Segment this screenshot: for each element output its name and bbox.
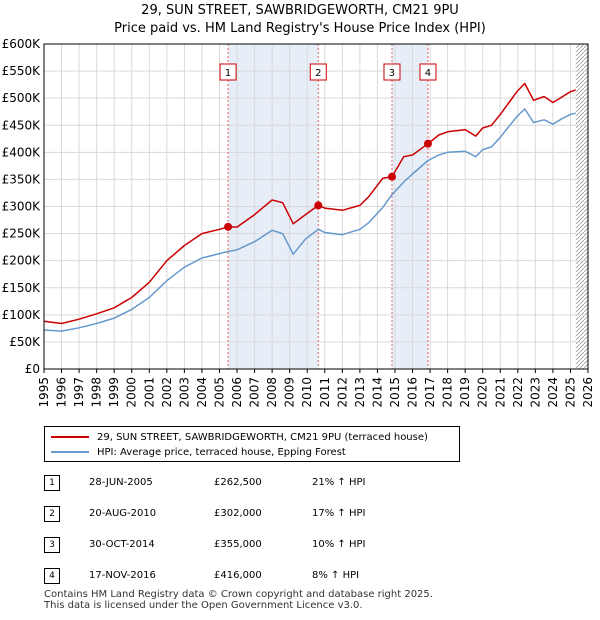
sale-number-badge: 1 <box>44 475 60 491</box>
sale-point <box>314 201 323 210</box>
x-tick-label: 2004 <box>195 377 209 408</box>
y-tick-label: £150K <box>2 281 42 295</box>
sale-date: 28-JUN-2005 <box>89 477 153 488</box>
x-tick-label: 2005 <box>212 377 226 408</box>
sale-point <box>423 139 432 148</box>
chart-title: 29, SUN STREET, SAWBRIDGEWORTH, CM21 9PU… <box>0 2 600 38</box>
y-tick-label: £600K <box>2 37 42 51</box>
x-tick-label: 2019 <box>458 377 472 408</box>
x-tick-label: 2020 <box>476 377 490 408</box>
sale-price: £416,000 <box>214 570 262 581</box>
y-tick-label: £350K <box>2 172 42 186</box>
y-tick-label: £500K <box>2 91 42 105</box>
y-tick-label: £250K <box>2 227 42 241</box>
y-tick-label: £0 <box>25 362 40 376</box>
x-tick-label: 2022 <box>511 377 525 408</box>
sale-number-label: 1 <box>225 68 231 79</box>
sale-number-badge: 3 <box>44 537 60 553</box>
sale-point <box>224 222 233 231</box>
x-tick-label: 1999 <box>107 377 121 408</box>
x-tick-label: 2014 <box>370 377 384 408</box>
sale-number-box <box>419 63 437 81</box>
x-tick-label: 2013 <box>353 377 367 408</box>
legend-label-hpi: HPI: Average price, terraced house, Eppi… <box>97 446 346 458</box>
table-row: 2 20-AUG-2010 £302,000 17% ↑ HPI <box>44 503 464 523</box>
legend-swatch-property <box>51 436 89 438</box>
sale-number-box <box>219 63 237 81</box>
x-tick-label: 2007 <box>248 377 262 408</box>
x-tick-label: 2002 <box>160 377 174 408</box>
x-tick-label: 1997 <box>72 377 86 408</box>
sale-price: £355,000 <box>214 539 262 550</box>
x-tick-label: 2017 <box>423 377 437 408</box>
legend-swatch-hpi <box>51 451 89 453</box>
y-tick-label: £450K <box>2 118 42 132</box>
x-tick-label: 2018 <box>441 377 455 408</box>
chart-title-line1: 29, SUN STREET, SAWBRIDGEWORTH, CM21 9PU <box>141 3 459 18</box>
x-tick-label: 1995 <box>37 377 51 408</box>
sale-hpi-diff: 10% ↑ HPI <box>312 539 366 550</box>
x-tick-label: 2015 <box>388 377 402 408</box>
sale-hpi-diff: 21% ↑ HPI <box>312 477 366 488</box>
x-tick-label: 2003 <box>177 377 191 408</box>
x-tick-label: 2024 <box>546 377 560 408</box>
table-row: 1 28-JUN-2005 £262,500 21% ↑ HPI <box>44 472 464 492</box>
x-tick-label: 2011 <box>318 377 332 408</box>
sale-number-label: 3 <box>389 68 395 79</box>
sale-number-box <box>383 63 401 81</box>
sale-point <box>387 172 396 181</box>
y-tick-label: £50K <box>9 335 41 349</box>
sale-number-label: 2 <box>315 68 321 79</box>
legend-item-property: 29, SUN STREET, SAWBRIDGEWORTH, CM21 9PU… <box>51 430 428 444</box>
sale-hpi-diff: 8% ↑ HPI <box>312 570 360 581</box>
legend-label-property: 29, SUN STREET, SAWBRIDGEWORTH, CM21 9PU… <box>97 431 428 443</box>
x-tick-label: 2000 <box>125 377 139 408</box>
x-tick-label: 2016 <box>406 377 420 408</box>
x-tick-label: 1996 <box>55 377 69 408</box>
sale-price: £262,500 <box>214 477 262 488</box>
sale-date: 20-AUG-2010 <box>89 508 157 519</box>
y-tick-label: £200K <box>2 254 42 268</box>
sale-number-box <box>309 63 327 81</box>
footer-line1: Contains HM Land Registry data © Crown c… <box>44 589 433 600</box>
y-tick-label: £300K <box>2 200 42 214</box>
x-tick-label: 2021 <box>493 377 507 408</box>
x-tick-label: 2009 <box>283 377 297 408</box>
legend-item-hpi: HPI: Average price, terraced house, Eppi… <box>51 445 346 459</box>
sale-price: £302,000 <box>214 508 262 519</box>
x-tick-label: 2026 <box>581 377 595 408</box>
x-tick-label: 2012 <box>335 377 349 408</box>
x-tick-label: 2010 <box>300 377 314 408</box>
x-tick-label: 2008 <box>265 377 279 408</box>
sale-date: 17-NOV-2016 <box>89 570 156 581</box>
hpi-line <box>43 108 576 332</box>
x-tick-label: 2023 <box>528 377 542 408</box>
sale-date: 30-OCT-2014 <box>89 539 155 550</box>
footer-line2: This data is licensed under the Open Gov… <box>44 600 363 611</box>
sale-number-badge: 4 <box>44 568 60 584</box>
sale-number-label: 4 <box>425 68 431 79</box>
x-tick-label: 2025 <box>563 377 577 408</box>
x-tick-label: 2001 <box>142 377 156 408</box>
property-price-line <box>43 82 576 325</box>
sale-hpi-diff: 17% ↑ HPI <box>312 508 366 519</box>
x-tick-label: 2006 <box>230 377 244 408</box>
y-tick-label: £400K <box>2 145 42 159</box>
price-chart: £0 £50K £100K £150K £200K £250K £300K £350K £400… <box>2 37 595 408</box>
footer-attribution: Contains HM Land Registry data © Crown c… <box>44 589 433 611</box>
table-row: 4 17-NOV-2016 £416,000 8% ↑ HPI <box>44 565 464 585</box>
y-tick-label: £100K <box>2 308 42 322</box>
plot-frame <box>43 43 589 370</box>
chart-title-line2: Price paid vs. HM Land Registry's House … <box>114 21 486 36</box>
table-row: 3 30-OCT-2014 £355,000 10% ↑ HPI <box>44 534 464 554</box>
y-tick-label: £550K <box>2 64 42 78</box>
chart-legend: 29, SUN STREET, SAWBRIDGEWORTH, CM21 9PU… <box>44 426 460 462</box>
x-tick-label: 1998 <box>90 377 104 408</box>
sale-number-badge: 2 <box>44 506 60 522</box>
